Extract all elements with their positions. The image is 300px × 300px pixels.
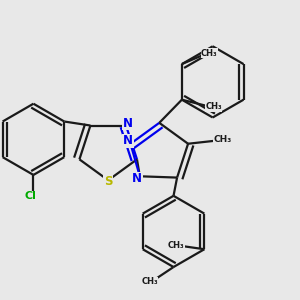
Text: Cl: Cl xyxy=(24,191,36,201)
Text: CH₃: CH₃ xyxy=(201,49,217,58)
Text: N: N xyxy=(122,116,133,130)
Text: N: N xyxy=(132,172,142,185)
Text: CH₃: CH₃ xyxy=(205,102,222,111)
Text: CH₃: CH₃ xyxy=(141,278,158,286)
Text: N: N xyxy=(123,134,133,147)
Text: CH₃: CH₃ xyxy=(214,135,232,144)
Text: CH₃: CH₃ xyxy=(168,241,185,250)
Text: S: S xyxy=(104,175,112,188)
